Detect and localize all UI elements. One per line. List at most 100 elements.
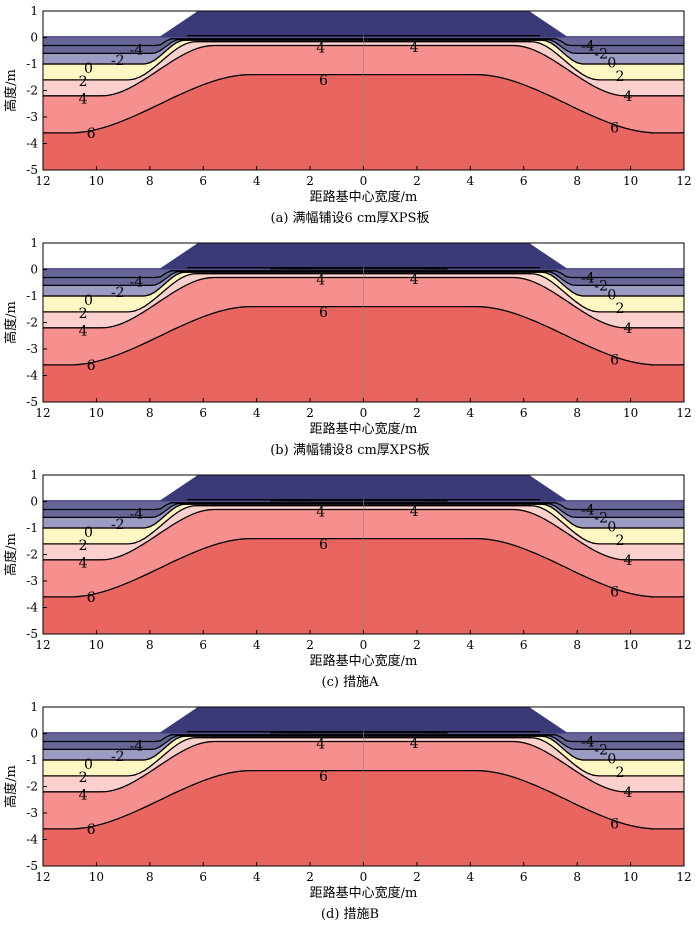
y-tick-label: -2 xyxy=(26,316,38,330)
contour-label: 6 xyxy=(319,537,328,553)
x-tick-label: 10 xyxy=(623,638,638,652)
y-tick-label: 0 xyxy=(30,263,38,277)
contour-label: 6 xyxy=(319,305,328,321)
contour-label: 2 xyxy=(615,301,624,317)
contour-label: 6 xyxy=(610,121,619,137)
x-tick-label: 6 xyxy=(520,638,528,652)
y-tick-label: -5 xyxy=(26,395,38,409)
contour-label: -4 xyxy=(130,274,144,290)
contour-label: -4 xyxy=(130,42,144,58)
ground-cold-layer-left xyxy=(43,500,161,503)
contour-label: -2 xyxy=(111,517,125,533)
chart-panel: -4 -2 0 2 4 6 4 4 6 -4 -2 0 2 4 6 12 10 8 6 4 2 0 2 4 6 8 10 12 1 0 -1… xyxy=(0,232,700,464)
contour-label: -4 xyxy=(581,270,595,286)
band-4-area xyxy=(43,733,684,829)
contour-label: -4 xyxy=(130,506,144,522)
y-tick-label: 1 xyxy=(30,4,38,18)
contour-label: 4 xyxy=(623,553,632,569)
band-4-area xyxy=(43,501,684,597)
chart-panel: -4 -2 0 2 4 6 4 4 6 -4 -2 0 2 4 6 12 10 8 6 4 2 0 2 4 6 8 10 12 1 0 -1… xyxy=(0,0,700,232)
y-tick-label: -3 xyxy=(26,342,38,356)
band-4-area xyxy=(43,37,684,133)
contour-label: -2 xyxy=(594,278,608,294)
x-tick-label: 2 xyxy=(413,174,421,188)
x-tick-label: 4 xyxy=(253,870,261,884)
contour-label: 4 xyxy=(623,321,632,337)
x-tick-label: 2 xyxy=(306,638,314,652)
x-tick-label: 2 xyxy=(413,638,421,652)
x-tick-label: 10 xyxy=(623,174,638,188)
x-tick-label: 4 xyxy=(253,638,261,652)
y-tick-label: -1 xyxy=(26,521,38,535)
ground-cold-layer-right xyxy=(566,36,684,39)
y-tick-label: 0 xyxy=(30,495,38,509)
band-4-area xyxy=(43,269,684,365)
band--4-area xyxy=(43,269,684,286)
y-tick-label: 0 xyxy=(30,727,38,741)
contour-label: 2 xyxy=(79,538,88,554)
contour-label: 0 xyxy=(84,757,93,773)
x-tick-label: 8 xyxy=(573,870,581,884)
embankment-body xyxy=(43,707,684,734)
y-tick-label: 0 xyxy=(30,31,38,45)
x-tick-label: 6 xyxy=(520,406,528,420)
chart-panel: -4 -2 0 2 4 6 4 4 6 -4 -2 0 2 4 6 12 10 8 6 4 2 0 2 4 6 8 10 12 1 0 -1… xyxy=(0,464,700,696)
y-tick-label: -5 xyxy=(26,627,38,641)
y-axis-label: 高度/m xyxy=(3,301,19,344)
x-tick-label: 10 xyxy=(89,870,104,884)
contour-label: -2 xyxy=(594,742,608,758)
x-tick-label: 4 xyxy=(467,406,475,420)
y-tick-label: -2 xyxy=(26,548,38,562)
contour-label: 2 xyxy=(79,74,88,90)
contour-label: 0 xyxy=(607,752,616,768)
contour-label: 4 xyxy=(79,91,88,107)
embankment-body xyxy=(43,243,684,270)
contour-label: 6 xyxy=(610,817,619,833)
x-tick-label: 12 xyxy=(35,638,50,652)
x-tick-label: 12 xyxy=(676,406,691,420)
contour-label: -2 xyxy=(111,285,125,301)
x-tick-label: 12 xyxy=(35,870,50,884)
x-tick-label: 6 xyxy=(199,406,207,420)
y-axis-label: 高度/m xyxy=(3,69,19,112)
contour-label: 4 xyxy=(623,785,632,801)
contour-label: 4 xyxy=(316,273,325,289)
x-tick-label: 6 xyxy=(199,638,207,652)
x-tick-label: 10 xyxy=(89,174,104,188)
y-tick-label: -5 xyxy=(26,859,38,873)
x-axis-label: 距路基中心宽度/m xyxy=(310,189,418,205)
contour-label: -4 xyxy=(581,502,595,518)
x-tick-label: 12 xyxy=(35,174,50,188)
contour-label: -4 xyxy=(130,738,144,754)
y-tick-label: 1 xyxy=(30,236,38,250)
x-tick-label: 4 xyxy=(253,174,261,188)
y-tick-label: -4 xyxy=(26,369,38,383)
x-tick-label: 4 xyxy=(253,406,261,420)
contour-label: 4 xyxy=(316,505,325,521)
x-axis-label: 距路基中心宽度/m xyxy=(310,421,418,437)
x-tick-label: 10 xyxy=(623,406,638,420)
ground-cold-layer-left xyxy=(43,732,161,735)
contour-label: -2 xyxy=(594,510,608,526)
contour-label: 4 xyxy=(410,736,419,752)
y-tick-label: 1 xyxy=(30,468,38,482)
x-tick-label: 10 xyxy=(623,870,638,884)
y-tick-label: -3 xyxy=(26,110,38,124)
x-tick-label: 0 xyxy=(360,174,368,188)
contour-label: 6 xyxy=(319,73,328,89)
x-tick-label: 2 xyxy=(306,174,314,188)
contour-label: 2 xyxy=(615,533,624,549)
contour-label: 4 xyxy=(410,504,419,520)
contour-label: 4 xyxy=(79,787,88,803)
contour-label: 4 xyxy=(410,272,419,288)
y-tick-label: -1 xyxy=(26,753,38,767)
ground-cold-layer-left xyxy=(43,268,161,271)
contour-label: 2 xyxy=(615,765,624,781)
contour-label: 0 xyxy=(607,288,616,304)
y-tick-label: -4 xyxy=(26,137,38,151)
x-tick-label: 10 xyxy=(89,406,104,420)
y-tick-label: -2 xyxy=(26,780,38,794)
